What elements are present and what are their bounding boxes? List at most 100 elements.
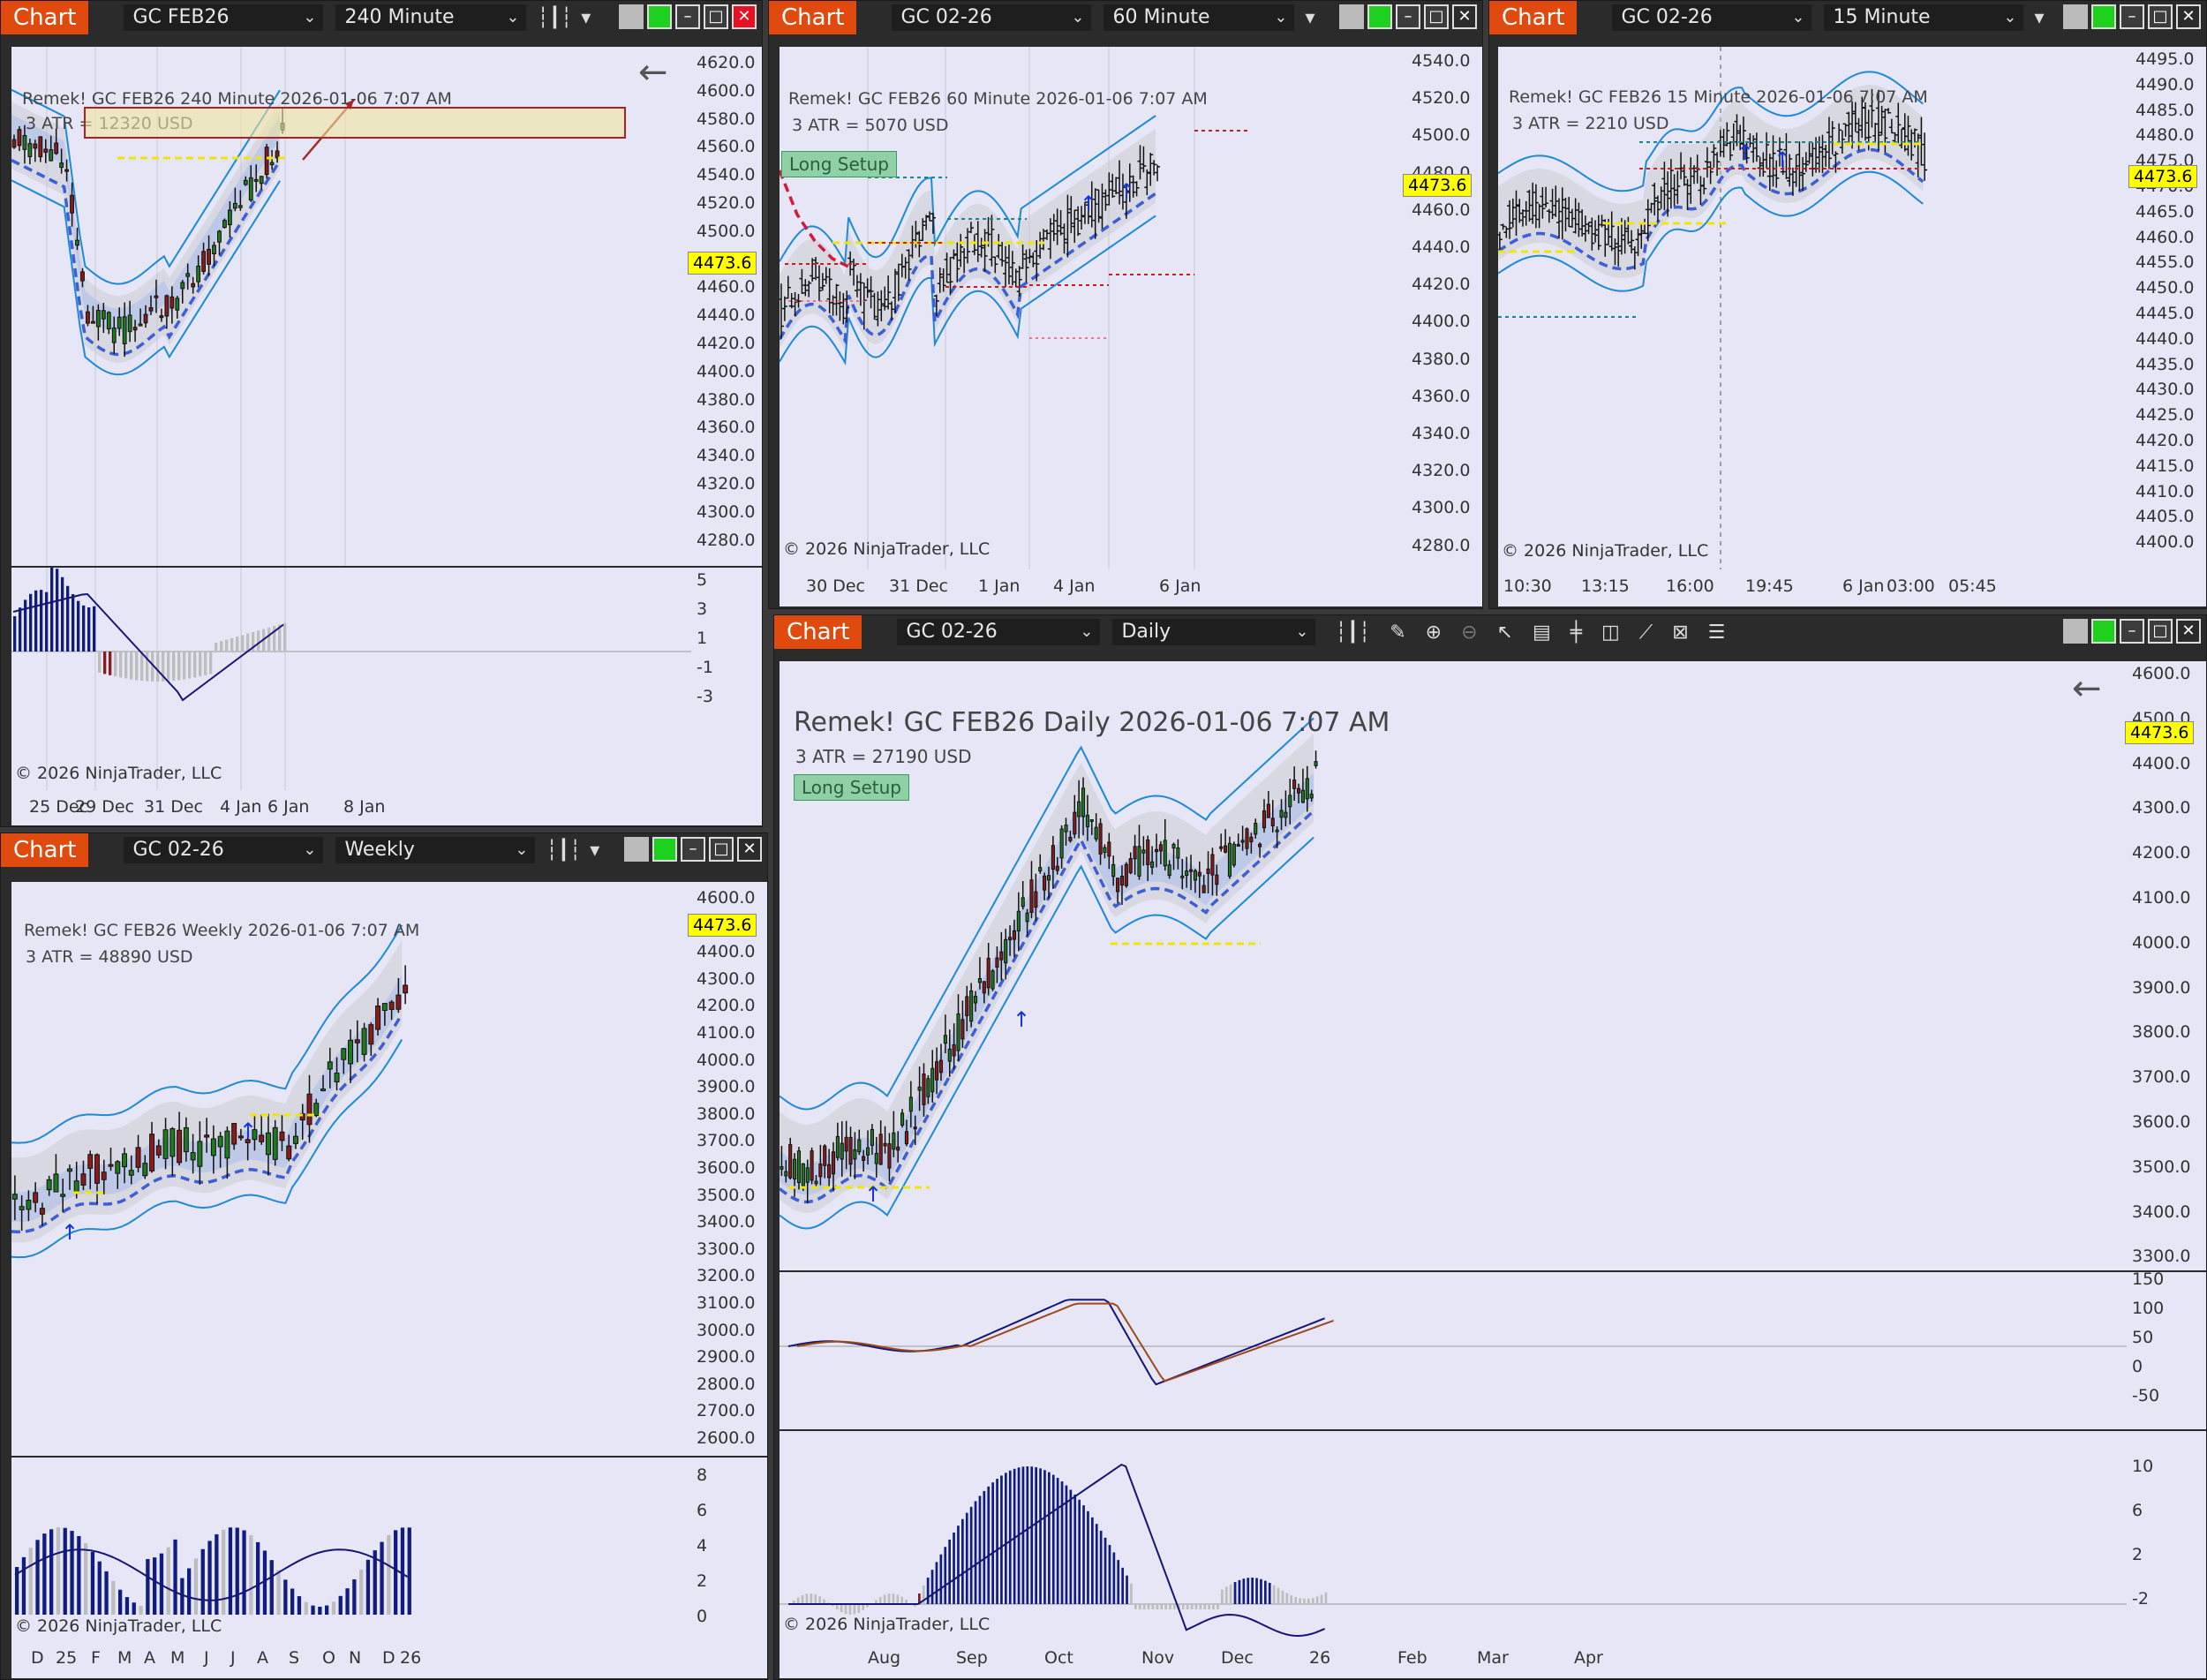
chart-badge[interactable]: Chart xyxy=(769,1,857,34)
maximize-button[interactable]: □ xyxy=(2148,619,2173,644)
indicators-icon[interactable]: ╪ xyxy=(1570,621,1582,644)
chevron-down-icon[interactable]: ▾ xyxy=(1305,6,1315,29)
instrument-selector[interactable]: GC 02-26 ⌄ xyxy=(1612,4,1812,31)
chart-badge[interactable]: Chart xyxy=(774,615,862,649)
price-axis[interactable]: 4495.04490.04485.04480.04475.04470.04465… xyxy=(2128,47,2206,569)
timeframe-selector[interactable]: 15 Minute ⌄ xyxy=(1824,4,2024,31)
oscillator-panel[interactable]: © 2026 NinjaTrader, LLC xyxy=(11,568,691,790)
histogram-bar xyxy=(1242,1578,1246,1604)
link-gray-button[interactable] xyxy=(2063,4,2088,29)
instrument-selector[interactable]: GC 02-26 ⌄ xyxy=(892,4,1092,31)
candle-body xyxy=(279,1131,285,1141)
oscillator-panel-histogram[interactable]: © 2026 NinjaTrader, LLC xyxy=(780,1431,2127,1641)
chevron-down-icon[interactable]: ▾ xyxy=(2034,6,2045,29)
candle-body xyxy=(810,1150,814,1181)
zoom-in-icon[interactable]: ⊕ xyxy=(1425,621,1442,644)
timeframe-selector[interactable]: Daily ⌄ xyxy=(1112,619,1316,645)
info-atr: 3 ATR = 48890 USD xyxy=(26,947,193,967)
maximize-button[interactable]: □ xyxy=(1424,4,1449,29)
minimize-button[interactable]: – xyxy=(1396,4,1420,29)
chart-badge[interactable]: Chart xyxy=(1489,1,1578,34)
link-gray-button[interactable] xyxy=(619,4,644,29)
candle-body xyxy=(66,1168,72,1172)
price-axis[interactable]: 4600.04500.04400.04300.04200.04100.04000… xyxy=(688,882,767,1456)
chevron-down-icon[interactable]: ▾ xyxy=(581,6,591,29)
bar-style-icon[interactable]: ┆┃┆ xyxy=(537,6,573,29)
candle-body xyxy=(904,1131,909,1145)
time-axis[interactable]: Aug Sep Oct Nov Dec 26 Feb Mar Apr xyxy=(780,1641,2206,1678)
back-arrow-icon[interactable]: ← xyxy=(638,52,668,93)
properties-list-icon[interactable]: ☰ xyxy=(1707,621,1726,644)
chevron-down-icon[interactable]: ▾ xyxy=(590,839,600,862)
link-green-button[interactable] xyxy=(2091,619,2116,644)
close-button[interactable]: ✕ xyxy=(732,4,757,29)
link-green-button[interactable] xyxy=(652,837,677,862)
histogram-bar xyxy=(1294,1596,1297,1604)
time-axis[interactable]: 25 Dec 29 Dec 31 Dec 4 Jan 6 Jan 8 Jan xyxy=(11,790,762,825)
time-axis[interactable]: D 25 F M A M J J A S O N D 26 xyxy=(11,1641,767,1678)
axis-tick-label: 4520.0 xyxy=(697,193,756,213)
bar-style-icon[interactable]: ┆┃┆ xyxy=(1335,621,1371,644)
price-axis[interactable]: 4540.0 4520.0 4500.0 4480.0 4460.0 4440.0 4420… xyxy=(1403,47,1482,569)
link-gray-button[interactable] xyxy=(2063,619,2088,644)
timeframe-selector[interactable]: Weekly ⌄ xyxy=(335,837,536,863)
candle-body xyxy=(900,1112,905,1126)
pointer-icon[interactable]: ↖ xyxy=(1496,621,1513,644)
time-axis[interactable]: 10:30 13:15 16:00 19:45 6 Jan 03:00 05:45 xyxy=(1498,569,2206,606)
axis-tick-label: 4000.0 xyxy=(697,1050,756,1070)
minimize-button[interactable]: – xyxy=(675,4,700,29)
strategies-icon[interactable]: ◫ xyxy=(1601,621,1620,644)
maximize-button[interactable]: □ xyxy=(709,837,734,862)
histogram-bar xyxy=(1005,1473,1007,1604)
timeframe-selector[interactable]: 60 Minute ⌄ xyxy=(1104,4,1295,31)
price-panel[interactable]: ↑ ↑ Remek! GC FEB26 15 Minute 2026-01-06 … xyxy=(1498,47,2130,569)
time-axis[interactable]: 30 Dec 31 Dec 1 Jan 4 Jan 6 Jan xyxy=(780,569,1482,606)
candle-body xyxy=(960,1019,965,1040)
chart-badge[interactable]: Chart xyxy=(1,1,89,34)
bar-style-icon[interactable]: ┆┃┆ xyxy=(546,839,582,862)
price-panel[interactable]: Remek! GC FEB26 240 Minute 2026-01-06 7:… xyxy=(11,47,691,566)
link-green-button[interactable] xyxy=(1367,4,1392,29)
close-button[interactable]: ✕ xyxy=(2176,619,2201,644)
axis-tick-label: 4320.0 xyxy=(697,474,756,493)
price-axis[interactable]: 4620.0 4600.0 4580.0 4560.0 4540.0 4520.0 4500… xyxy=(688,47,762,566)
maximize-button[interactable]: □ xyxy=(704,4,728,29)
price-panel[interactable]: ↑ ↑ Remek! GC FEB26 Daily 2026-01-06 7:07… xyxy=(780,661,2127,1270)
close-button[interactable]: ✕ xyxy=(737,837,762,862)
price-panel[interactable]: ↑ ↑ Remek! GC FEB26 Weekly 2026-01-06 7:0… xyxy=(11,882,691,1456)
link-green-button[interactable] xyxy=(2091,4,2116,29)
inner-band xyxy=(780,772,1314,1195)
candle-body xyxy=(844,1136,848,1152)
oscillator-panel-macd[interactable] xyxy=(780,1272,2127,1429)
instrument-selector[interactable]: GC 02-26 ⌄ xyxy=(124,837,324,863)
minimize-button[interactable]: – xyxy=(2120,4,2144,29)
close-button[interactable]: ✕ xyxy=(1452,4,1477,29)
chart-badge[interactable]: Chart xyxy=(1,833,89,867)
link-gray-button[interactable] xyxy=(1339,4,1364,29)
minimize-button[interactable]: – xyxy=(681,837,705,862)
link-gray-button[interactable] xyxy=(624,837,649,862)
link-green-button[interactable] xyxy=(647,4,672,29)
price-panel[interactable]: ↑ ↑ Remek! GC FEB26 60 Minute 2026-01-06 … xyxy=(780,47,1406,569)
chart-trader-icon[interactable]: ⊠ xyxy=(1672,621,1689,644)
lower-band-line xyxy=(11,179,281,376)
timeframe-selector[interactable]: 240 Minute ⌄ xyxy=(335,4,527,31)
histogram-bar xyxy=(1151,1604,1155,1609)
minimize-button[interactable]: – xyxy=(2120,619,2144,644)
zoom-out-icon[interactable]: ⊖ xyxy=(1461,621,1478,644)
maximize-button[interactable]: □ xyxy=(2148,4,2173,29)
trailing-stop-line xyxy=(1498,147,1925,271)
histogram-bar xyxy=(173,1539,177,1615)
histogram-bar xyxy=(1108,1545,1111,1604)
draw-pencil-icon[interactable]: ✎ xyxy=(1390,621,1406,644)
oscillator-panel[interactable]: © 2026 NinjaTrader, LLC xyxy=(11,1458,691,1641)
close-button[interactable]: ✕ xyxy=(2176,4,2201,29)
instrument-selector[interactable]: GC 02-26 ⌄ xyxy=(897,619,1101,645)
back-arrow-icon[interactable]: ← xyxy=(2072,668,2102,709)
templates-icon[interactable]: ⟋ xyxy=(1638,621,1653,644)
candle-body xyxy=(1025,912,1029,923)
data-box-icon[interactable]: ▤ xyxy=(1532,621,1551,644)
instrument-selector[interactable]: GC FEB26 ⌄ xyxy=(124,4,324,31)
axis-tick-label: 4460.0 xyxy=(1412,200,1471,220)
